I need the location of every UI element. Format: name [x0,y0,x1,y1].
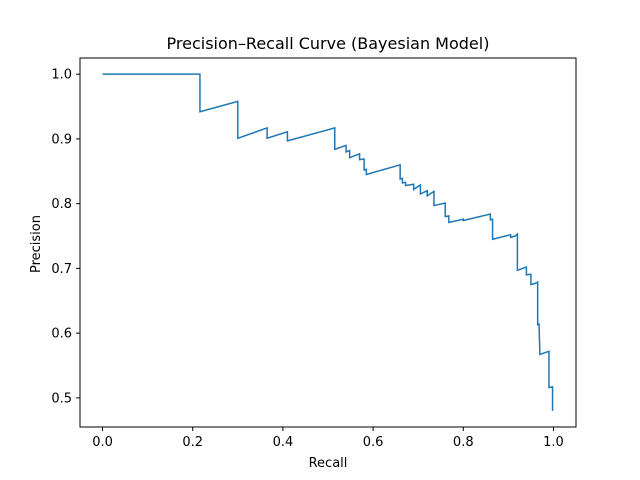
y-axis-label: Precision [29,215,44,273]
y-tick-label: 0.8 [51,197,72,212]
y-tick-label: 0.7 [51,262,72,277]
plot-area [102,73,554,411]
chart-title: Precision–Recall Curve (Bayesian Model) [167,34,490,53]
x-tick-label: 1.0 [543,435,564,450]
pr-curve-line-0 [102,73,554,411]
x-axis-label: Recall [309,456,348,471]
y-tick-label: 0.6 [51,327,72,342]
x-tick-label: 0.0 [92,435,113,450]
x-tick-label: 0.2 [182,435,203,450]
y-tick-label: 1.0 [51,68,72,83]
x-tick-label: 0.8 [453,435,474,450]
axes-frame [79,57,577,428]
y-tick-label: 0.5 [51,391,72,406]
x-tick-label: 0.4 [273,435,294,450]
x-tick-label: 0.6 [363,435,384,450]
y-tick-label: 0.9 [51,132,72,147]
axes: 0.0 0.2 0.4 0.6 0.8 1.0 0.5 0.6 0.7 0.8 0.9 1.0 [51,57,577,450]
